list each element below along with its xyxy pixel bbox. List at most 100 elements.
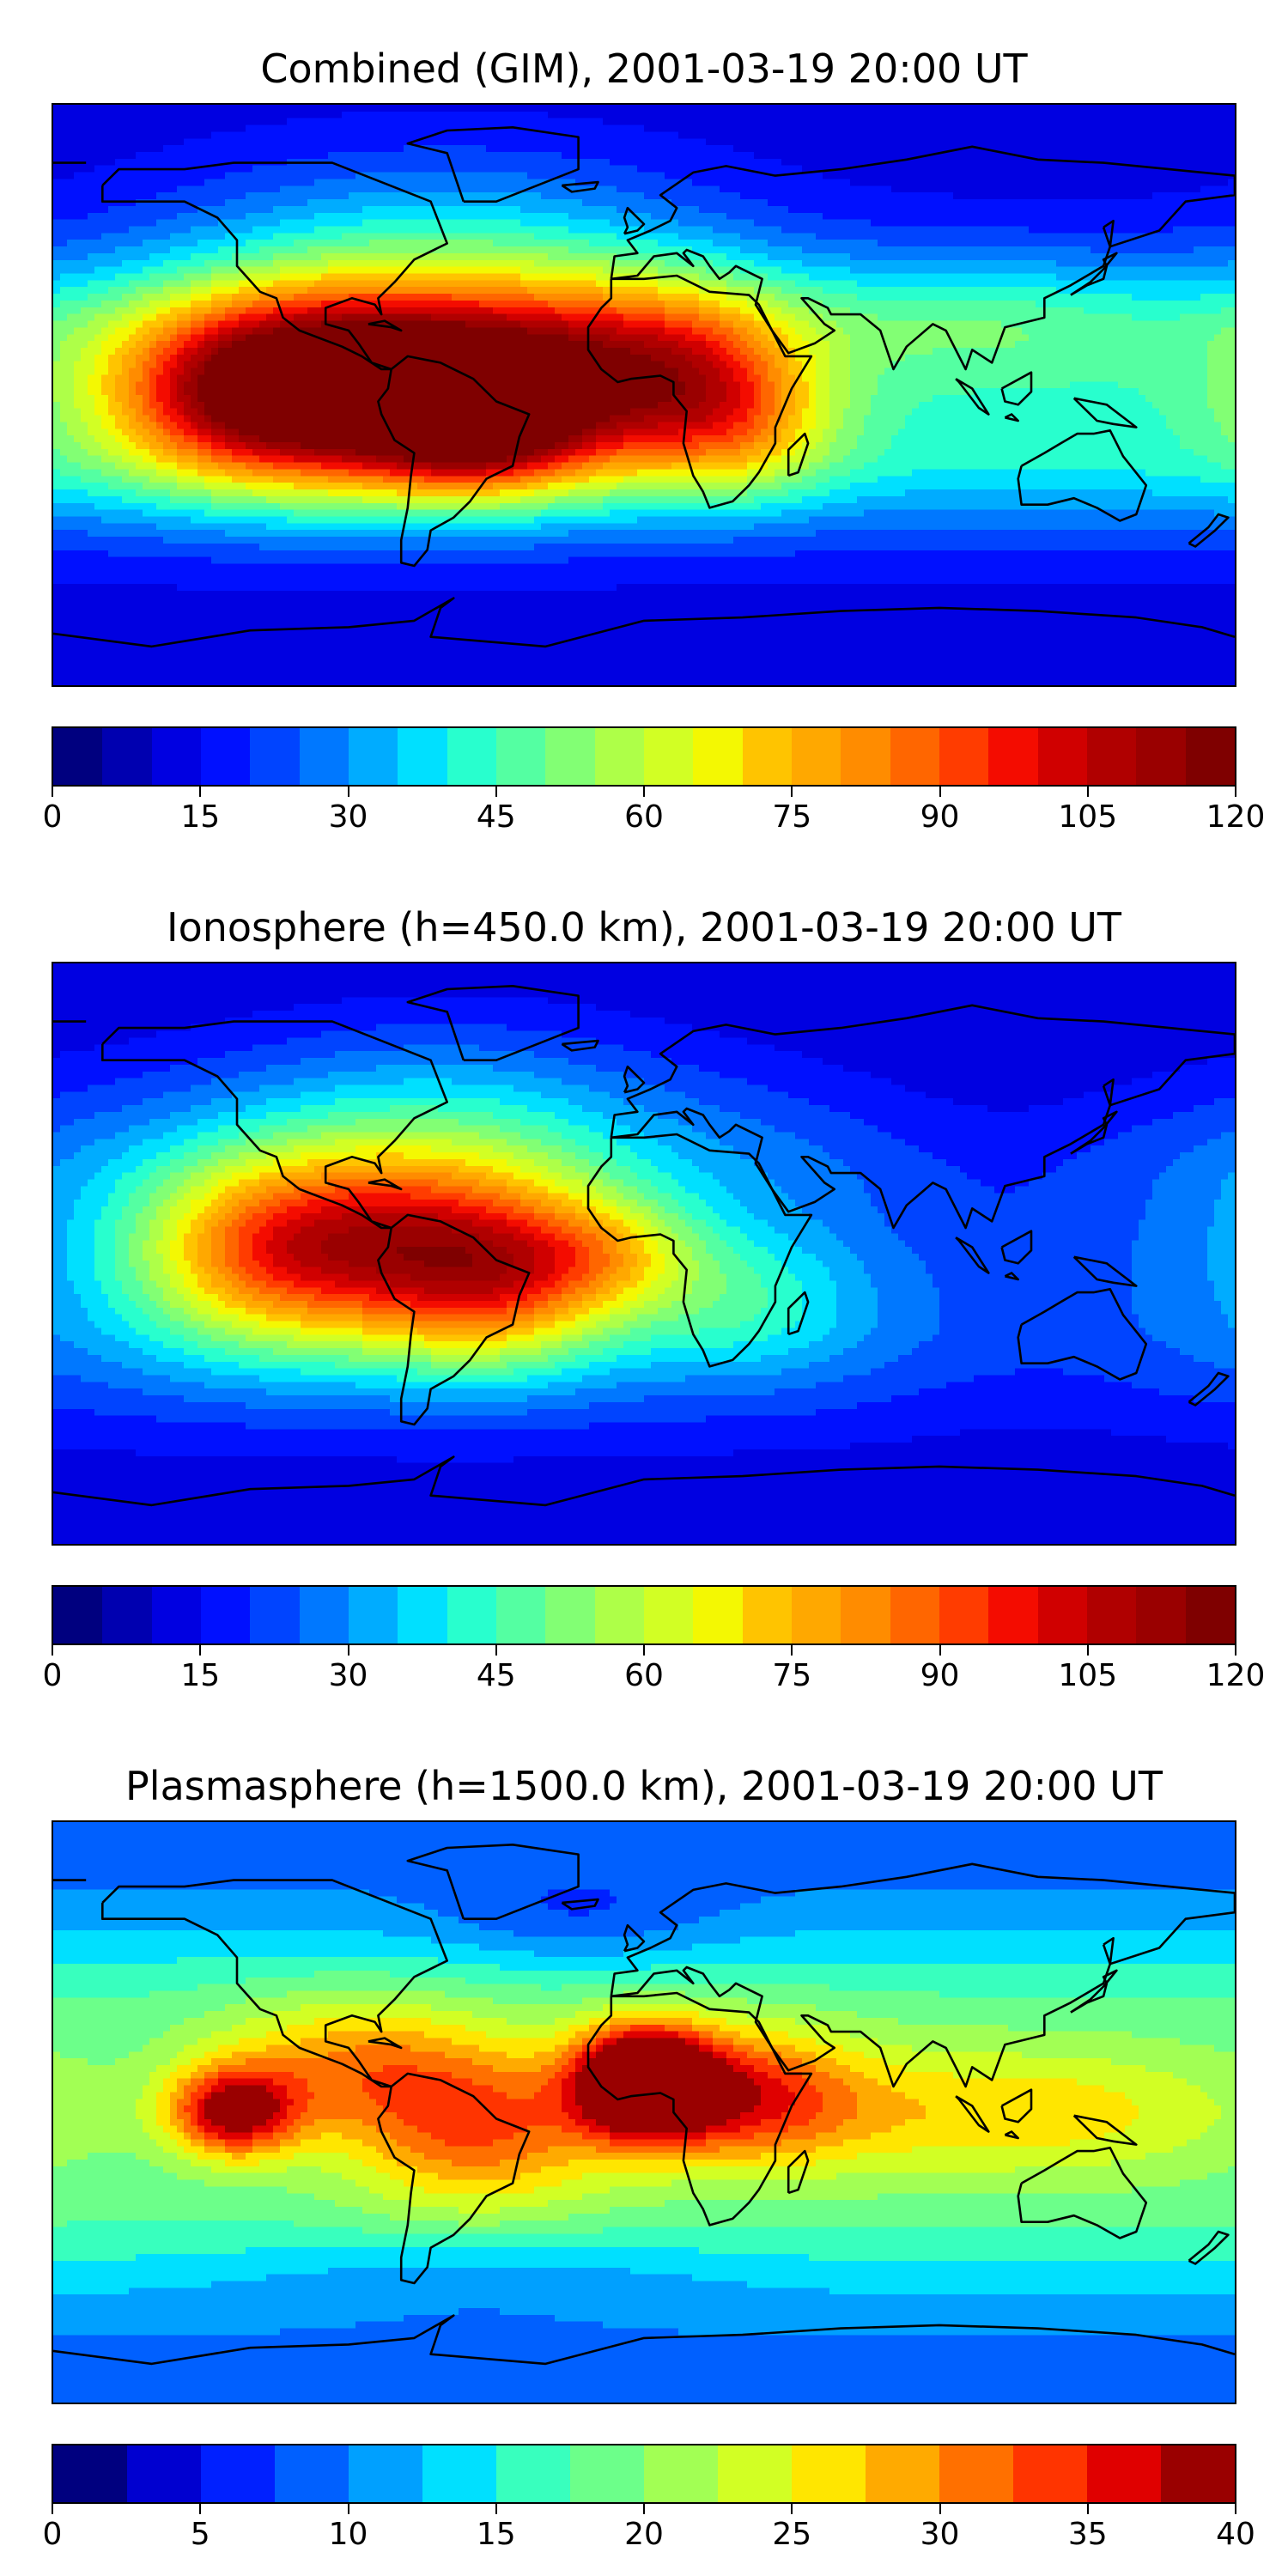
- colorbar-segment: [644, 2445, 718, 2502]
- colorbar-segment: [1161, 2445, 1235, 2502]
- colorbar-tick-label: 60: [624, 1657, 664, 1695]
- coastline: [1072, 397, 1138, 428]
- colorbar-tick-mark: [791, 2504, 793, 2514]
- colorbar-tick-mark: [791, 787, 793, 797]
- coastline: [610, 1004, 1235, 1230]
- colorbar-tick-mark: [52, 2504, 53, 2514]
- colorbar-segment: [890, 728, 939, 785]
- coastline: [610, 1862, 1235, 2088]
- coastline: [1070, 1110, 1118, 1155]
- colorbar-segment: [939, 2445, 1013, 2502]
- colorbar-segment: [1037, 1587, 1087, 1643]
- colorbar-tick-mark: [643, 1645, 645, 1656]
- colorbar-segment: [866, 2445, 939, 2502]
- colorbar-tick-mark: [643, 2504, 645, 2514]
- colorbar-segment: [1136, 728, 1186, 785]
- coastline: [623, 1923, 646, 1953]
- colorbar-tick-mark: [199, 787, 202, 797]
- colorbar-tick-label: 15: [180, 799, 220, 836]
- coastline: [561, 1898, 599, 1911]
- colorbar-segment: [791, 728, 841, 785]
- colorbar-tick-mark: [495, 2504, 497, 2514]
- colorbar-tick-label: 0: [43, 2516, 63, 2554]
- colorbar-segment: [200, 728, 251, 785]
- coastline: [561, 1039, 599, 1052]
- panel-3-colorbar-ticks: 0 5 10 15 20 25 30 35 40: [43, 2504, 1255, 2555]
- colorbar-tick-label: 30: [920, 2516, 960, 2554]
- colorbar-tick-mark: [939, 2504, 941, 2514]
- colorbar-tick-label: 120: [1206, 1657, 1266, 1695]
- colorbar-tick-label: 15: [180, 1657, 220, 1695]
- coastline: [377, 2072, 531, 2285]
- colorbar-tick-label: 10: [329, 2516, 368, 2554]
- colorbar-segment: [939, 728, 989, 785]
- coastline: [368, 319, 403, 332]
- colorbar-segment: [890, 1587, 939, 1643]
- colorbar-tick-label: 30: [329, 1657, 368, 1695]
- colorbar-tick-mark: [1086, 2504, 1089, 2514]
- colorbar-segment: [1185, 728, 1235, 785]
- coastline: [1000, 2088, 1033, 2123]
- colorbar-segment: [594, 1587, 644, 1643]
- coastline: [1102, 1936, 1115, 1965]
- colorbar-tick-mark: [347, 787, 349, 797]
- colorbar-tick-label: 30: [329, 799, 368, 836]
- coastline: [53, 2314, 1235, 2366]
- coastline: [100, 1020, 449, 1230]
- coastline: [1000, 1230, 1033, 1265]
- colorbar-tick-mark: [199, 1645, 202, 1656]
- coastline: [1070, 252, 1118, 296]
- colorbar-segment: [495, 728, 546, 785]
- colorbar-segment: [299, 728, 349, 785]
- coastline: [586, 274, 813, 509]
- coastline: [1072, 2114, 1138, 2146]
- colorbar-segment: [151, 1587, 201, 1643]
- colorbar-tick-mark: [939, 1645, 941, 1656]
- colorbar-tick-label: 60: [624, 799, 664, 836]
- colorbar-segment: [841, 1587, 890, 1643]
- coastlines: [53, 984, 1235, 1507]
- tec-field: [53, 963, 1235, 1544]
- colorbar-segment: [1136, 1587, 1186, 1643]
- coastline: [1188, 1371, 1230, 1406]
- colorbar-segment: [643, 1587, 694, 1643]
- coastline: [787, 2149, 810, 2195]
- colorbar-segment: [718, 2445, 792, 2502]
- colorbar-tick-mark: [199, 2504, 202, 2514]
- coastline: [406, 984, 580, 1061]
- colorbar-segment: [447, 1587, 496, 1643]
- colorbar-segment: [1086, 1587, 1137, 1643]
- colorbar-tick-label: 90: [920, 1657, 960, 1695]
- colorbar-tick-label: 20: [624, 2516, 664, 2554]
- colorbar-segment: [545, 728, 595, 785]
- colorbar-segment: [742, 1587, 792, 1643]
- coastline: [1004, 1272, 1019, 1281]
- colorbar-tick-mark: [1086, 1645, 1089, 1656]
- colorbar-segment: [250, 1587, 300, 1643]
- coastline: [377, 1213, 531, 1426]
- coastline: [561, 180, 599, 193]
- colorbar-segment: [250, 728, 300, 785]
- colorbar-tick-label: 25: [772, 2516, 811, 2554]
- coastline: [1004, 2130, 1019, 2140]
- colorbar-tick-label: 45: [477, 1657, 516, 1695]
- colorbar-segment: [201, 2445, 275, 2502]
- coastline: [100, 1879, 449, 2088]
- colorbar-segment: [570, 2445, 644, 2502]
- coastline: [787, 1291, 810, 1336]
- panel-1-title: Combined (GIM), 2001-03-19 20:00 UT: [0, 45, 1288, 93]
- colorbar-tick-mark: [1235, 1645, 1236, 1656]
- colorbar-segment: [348, 728, 398, 785]
- colorbar-segment: [1013, 2445, 1087, 2502]
- panel-1-map: [52, 103, 1236, 687]
- coastline: [623, 206, 646, 235]
- colorbar-segment: [643, 728, 694, 785]
- colorbar-tick-mark: [643, 787, 645, 797]
- colorbar-tick-mark: [1086, 787, 1089, 797]
- coastline: [1000, 371, 1033, 406]
- tec-field: [53, 1822, 1235, 2403]
- colorbar-segment: [447, 728, 496, 785]
- coastlines: [53, 1843, 1235, 2366]
- panel-2-colorbar: [52, 1585, 1236, 1645]
- colorbar-segment: [53, 2445, 127, 2502]
